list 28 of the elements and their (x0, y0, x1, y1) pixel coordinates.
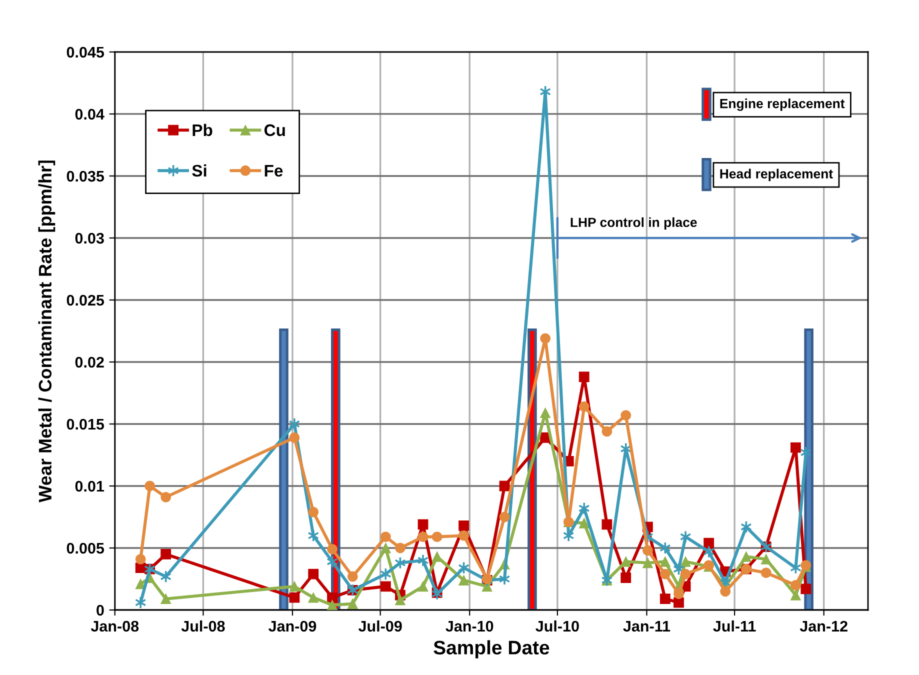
y-tick-label: 0 (96, 604, 104, 616)
y-tick-label: 0.045 (66, 46, 104, 58)
legend-label: Pb (192, 124, 212, 136)
y-tick-label: 0.01 (75, 480, 104, 492)
y-tick-label: 0.005 (66, 542, 104, 554)
x-tick-label: Jan-11 (623, 620, 670, 632)
x-tick-label: Jul-09 (358, 620, 402, 632)
y-tick-label: 0.025 (66, 294, 104, 306)
x-tick-label: Jan-08 (90, 620, 139, 632)
legend-label: Head replacement (720, 168, 833, 182)
y-tick-label: 0.04 (75, 108, 104, 120)
x-tick-label: Jan-09 (268, 620, 316, 632)
x-tick-label: Jan-10 (446, 620, 494, 632)
legend-label: Cu (264, 124, 285, 136)
legend-label: Engine replacement (720, 98, 845, 111)
x-tick-label: Jul-10 (536, 620, 579, 632)
legend-label: Fe (264, 165, 283, 177)
y-tick-label: 0.015 (66, 418, 104, 430)
x-tick-label: Jul-08 (181, 620, 225, 632)
y-axis-title: Wear Metal / Contaminant Rate [ppm/hr] (38, 160, 56, 502)
x-tick-label: Jan-12 (800, 620, 848, 632)
annotation: LHP control in place (570, 217, 697, 230)
y-tick-label: 0.02 (75, 356, 104, 368)
legend-label: Si (192, 164, 206, 177)
y-tick-label: 0.03 (75, 232, 104, 244)
x-axis-title: Sample Date (434, 640, 550, 658)
x-tick-label: Jul-11 (713, 620, 756, 632)
y-tick-label: 0.035 (66, 170, 104, 182)
